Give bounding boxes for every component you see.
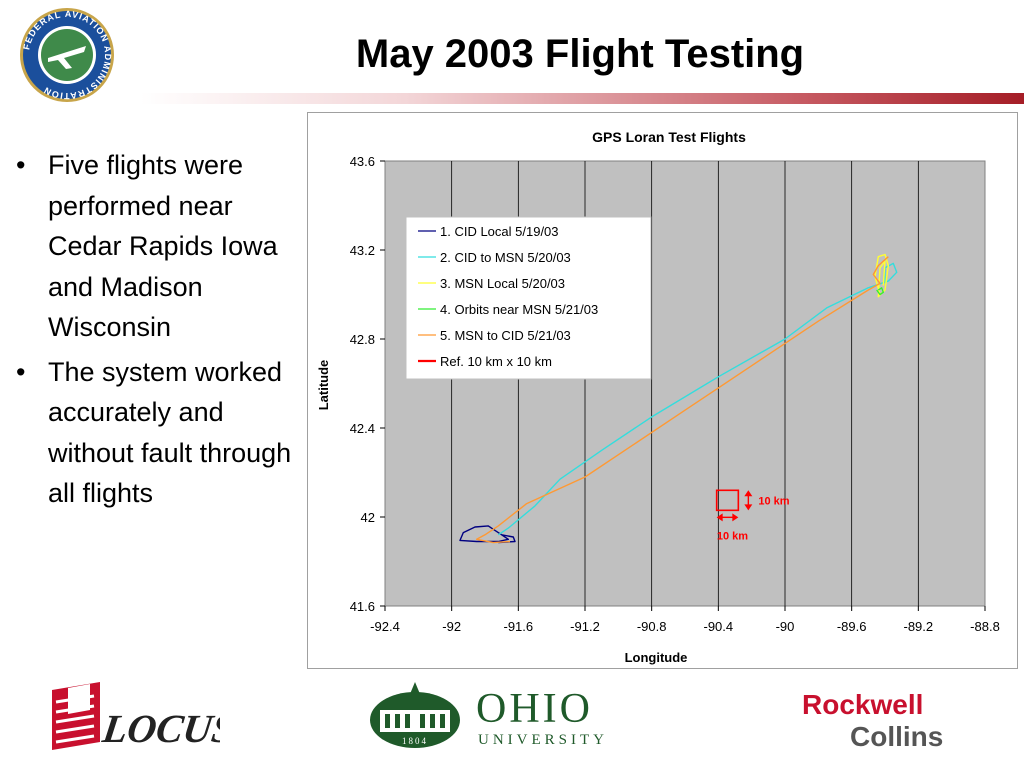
title-underline-bar	[140, 93, 1024, 104]
legend: 1. CID Local 5/19/03 2. CID to MSN 5/20/0…	[405, 216, 652, 380]
slide-title: May 2003 Flight Testing	[355, 32, 805, 76]
x-tick-label: -88.8	[970, 619, 1000, 634]
legend-entry-3: 3. MSN Local 5/20/03	[440, 276, 565, 291]
series-line-5	[475, 256, 889, 544]
reference-box-group: 10 km 10 km	[715, 489, 790, 542]
rockwell-collins-logo: Rockwell Collins	[802, 689, 943, 750]
ohio-university-text: UNIVERSITY	[478, 732, 608, 748]
y-tick-label: 42.8	[350, 332, 375, 347]
faa-logo: FEDERAL AVIATION ADMINISTRATION	[20, 8, 114, 102]
legend-entry-6: Ref. 10 km x 10 km	[440, 354, 552, 369]
chart-frame: GPS Loran Test Flights -92.4 -92 -91.6 -91.…	[307, 112, 1018, 669]
ref-width-arrow-left	[716, 513, 723, 522]
bullet-text-1: Five flights were performed near Cedar R…	[48, 150, 278, 342]
x-axis-label: Longitude	[625, 650, 688, 665]
x-tick-label: -91.6	[504, 619, 534, 634]
bullet-item-2: • The system worked accurately and withou…	[10, 352, 300, 514]
axis-ticks: -92.4 -92 -91.6 -91.2 -90.8 -90.4 -90 -89.6 -89.…	[350, 154, 1000, 634]
chart-title: GPS Loran Test Flights	[592, 129, 746, 145]
locus-logo: LOCUS	[52, 682, 220, 751]
bullet-text-2: The system worked accurately and without…	[48, 356, 292, 509]
ref-width-arrow-right	[732, 513, 739, 522]
x-tick-label: -90	[776, 619, 795, 634]
legend-entry-4: 4. Orbits near MSN 5/21/03	[440, 302, 598, 317]
ref-height-label: 10 km	[758, 495, 789, 507]
rockwell-wordmark: Rockwell	[802, 689, 923, 720]
x-tick-label: -89.6	[837, 619, 867, 634]
bullet-glyph: •	[16, 356, 26, 387]
y-axis-label: Latitude	[316, 360, 331, 411]
gps-loran-chart: GPS Loran Test Flights -92.4 -92 -91.6 -91.…	[316, 129, 1000, 665]
x-tick-label: -89.2	[904, 619, 934, 634]
collins-wordmark: Collins	[850, 721, 943, 750]
series-line-2	[497, 262, 898, 536]
ref-height-arrow-down	[744, 504, 753, 511]
x-tick-label: -91.2	[570, 619, 600, 634]
y-tick-label: 41.6	[350, 599, 375, 614]
legend-entry-2: 2. CID to MSN 5/20/03	[440, 250, 571, 265]
ref-width-label: 10 km	[717, 530, 748, 542]
series-line-1	[459, 525, 516, 544]
y-tick-label: 43.6	[350, 154, 375, 169]
ohio-wordmark: OHIO	[476, 686, 593, 732]
ohio-seal-icon: 1804	[370, 682, 460, 748]
bullet-list: • Five flights were performed near Cedar …	[10, 145, 300, 518]
reference-box	[715, 489, 740, 512]
x-tick-label: -92	[442, 619, 461, 634]
x-tick-label: -92.4	[370, 619, 400, 634]
series-line-3	[874, 253, 889, 298]
legend-box	[405, 216, 652, 380]
y-tick-label: 43.2	[350, 243, 375, 258]
locus-emblem-icon	[52, 682, 100, 750]
ohio-seal-year: 1804	[402, 736, 428, 746]
bullet-item-1: • Five flights were performed near Cedar …	[10, 145, 300, 348]
series-layer	[459, 253, 898, 544]
series-line-4	[876, 287, 884, 296]
legend-entry-5: 5. MSN to CID 5/21/03	[440, 328, 571, 343]
ref-height-arrow-up	[744, 490, 753, 497]
bullet-glyph: •	[16, 150, 26, 180]
y-tick-label: 42	[361, 510, 375, 525]
legend-entry-1: 1. CID Local 5/19/03	[440, 224, 559, 239]
x-tick-label: -90.4	[704, 619, 734, 634]
locus-wordmark: LOCUS	[99, 706, 220, 751]
x-tick-label: -90.8	[637, 619, 667, 634]
ohio-university-logo: 1804 OHIO UNIVERSITY	[370, 682, 608, 748]
y-tick-label: 42.4	[350, 421, 375, 436]
